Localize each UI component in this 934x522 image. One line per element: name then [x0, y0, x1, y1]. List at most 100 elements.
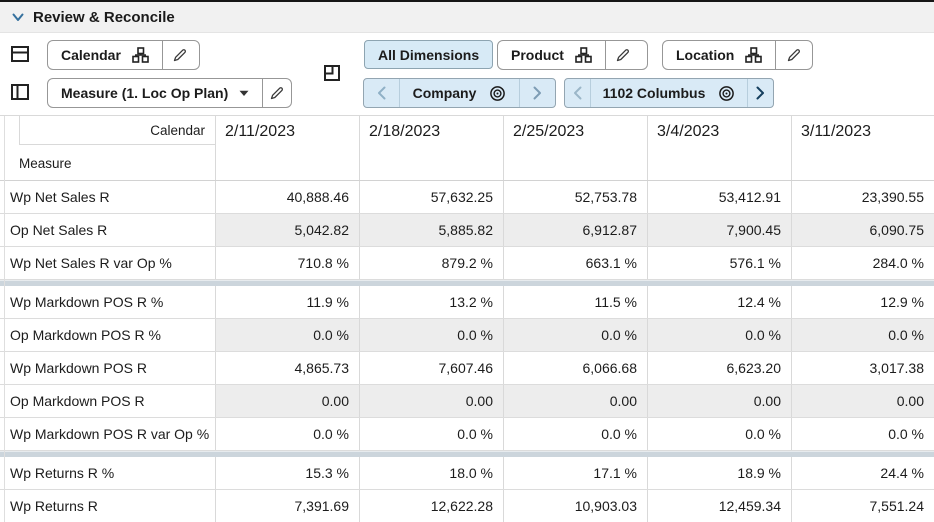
row-label[interactable]: Wp Markdown POS R: [0, 352, 216, 384]
row-label[interactable]: Wp Returns R %: [0, 457, 216, 489]
grid-cell[interactable]: 0.00: [504, 385, 648, 417]
grid-cell[interactable]: 11.9 %: [216, 286, 360, 318]
row-label[interactable]: Wp Markdown POS R %: [0, 286, 216, 318]
row-label[interactable]: Wp Net Sales R: [0, 181, 216, 213]
row-label[interactable]: Op Net Sales R: [0, 214, 216, 246]
measure-tile-label: Measure (1. Loc Op Plan): [61, 85, 229, 101]
grid-cell[interactable]: 7,551.24: [869, 498, 925, 514]
grid-cell[interactable]: 12,622.28: [360, 490, 504, 522]
bullseye-icon[interactable]: [489, 85, 506, 102]
grid-cell[interactable]: 18.9 %: [648, 457, 792, 489]
table-row: Op Net Sales R 5,042.82 5,885.82 6,912.87 7,…: [0, 214, 934, 247]
grid-cell[interactable]: 879.2 %: [360, 247, 504, 279]
grid-cell[interactable]: 15.3 %: [216, 457, 360, 489]
grid-cell[interactable]: 12.4 %: [648, 286, 792, 318]
grid-cell[interactable]: 12.9 %: [880, 294, 924, 310]
product-next-button[interactable]: [520, 79, 555, 107]
product-edit-button[interactable]: [606, 41, 641, 69]
grid-cell[interactable]: 0.0 %: [216, 319, 360, 351]
grid-cell[interactable]: 0.00: [648, 385, 792, 417]
grid-cell[interactable]: 0.0 %: [504, 418, 648, 450]
product-current-member[interactable]: Company: [400, 79, 519, 107]
row-group-separator: [0, 451, 934, 457]
rows-layout-icon[interactable]: [9, 43, 31, 65]
grid-cell[interactable]: 6,090.75: [792, 214, 934, 246]
columns-layout-icon[interactable]: [9, 81, 31, 103]
grid-cell[interactable]: 5,885.82: [360, 214, 504, 246]
header-spacer-cell: [5, 116, 20, 145]
calendar-dimension-tile[interactable]: Calendar: [47, 40, 200, 70]
location-prev-button[interactable]: [565, 79, 590, 107]
row-label[interactable]: Op Markdown POS R %: [0, 319, 216, 351]
grid-cell[interactable]: 7,900.45: [648, 214, 792, 246]
bullseye-icon[interactable]: [718, 85, 735, 102]
location-edit-button[interactable]: [776, 41, 811, 69]
product-member-label: Company: [412, 85, 477, 101]
column-header[interactable]: 3/11/2023: [801, 123, 871, 140]
grid-cell[interactable]: 10,903.03: [504, 490, 648, 522]
grid-cell[interactable]: 663.1 %: [504, 247, 648, 279]
row-label[interactable]: Wp Net Sales R var Op %: [0, 247, 216, 279]
grid-cell[interactable]: 53,412.91: [648, 181, 792, 213]
grid-cell[interactable]: 0.00: [216, 385, 360, 417]
grid-cell[interactable]: 0.0 %: [360, 319, 504, 351]
grid-cell[interactable]: 0.00: [792, 385, 934, 417]
row-label[interactable]: Op Markdown POS R: [0, 385, 216, 417]
row-label[interactable]: Wp Markdown POS R var Op %: [0, 418, 216, 450]
measure-edit-button[interactable]: [263, 79, 291, 107]
column-dimension-label[interactable]: Calendar: [20, 116, 215, 145]
grid-cell[interactable]: 52,753.78: [504, 181, 648, 213]
grid-cell[interactable]: 3,017.38: [869, 360, 925, 376]
measure-dimension-tile[interactable]: Measure (1. Loc Op Plan): [47, 78, 292, 108]
page-layout-icon[interactable]: [321, 62, 343, 84]
grid-cell[interactable]: 40,888.46: [216, 181, 360, 213]
collapse-chevron-down-icon[interactable]: [12, 13, 24, 22]
pivot-grid: Calendar Measure 2/11/2023 2/18/2023 2/25/…: [0, 115, 934, 522]
grid-cell[interactable]: 6,912.87: [504, 214, 648, 246]
grid-cell[interactable]: 18.0 %: [360, 457, 504, 489]
grid-cell[interactable]: 0.0 %: [648, 319, 792, 351]
grid-cell[interactable]: 12,459.34: [648, 490, 792, 522]
grid-cell[interactable]: 710.8 %: [216, 247, 360, 279]
column-header[interactable]: 3/4/2023: [648, 116, 792, 180]
product-prev-button[interactable]: [364, 79, 399, 107]
column-header[interactable]: 2/18/2023: [360, 116, 504, 180]
grid-cell[interactable]: 6,623.20: [648, 352, 792, 384]
grid-cell[interactable]: 13.2 %: [360, 286, 504, 318]
grid-cell[interactable]: 6,066.68: [504, 352, 648, 384]
column-header[interactable]: 2/25/2023: [504, 116, 648, 180]
panel-titlebar: Review & Reconcile: [0, 2, 934, 33]
grid-cell[interactable]: 0.0 %: [792, 319, 934, 351]
grid-cell[interactable]: 576.1 %: [648, 247, 792, 279]
all-dimensions-button[interactable]: All Dimensions: [364, 40, 494, 69]
location-current-member[interactable]: 1102 Columbus: [591, 79, 748, 107]
grid-cell[interactable]: 0.0 %: [888, 426, 924, 442]
chevron-left-icon: [377, 86, 386, 100]
grid-cell[interactable]: 5,042.82: [216, 214, 360, 246]
grid-cell[interactable]: 7,607.46: [360, 352, 504, 384]
grid-cell[interactable]: 7,391.69: [216, 490, 360, 522]
grid-cell[interactable]: 23,390.55: [861, 189, 924, 205]
product-dimension-tile[interactable]: Product: [497, 40, 648, 70]
grid-cell[interactable]: 0.0 %: [360, 418, 504, 450]
grid-cell[interactable]: 57,632.25: [360, 181, 504, 213]
location-member-label: 1102 Columbus: [602, 85, 706, 101]
grid-cell[interactable]: 24.4 %: [880, 465, 924, 481]
grid-cell[interactable]: 284.0 %: [872, 255, 924, 271]
row-dimension-label[interactable]: Measure: [19, 155, 72, 171]
location-next-button[interactable]: [748, 79, 773, 107]
grid-cell[interactable]: 0.0 %: [504, 319, 648, 351]
row-label[interactable]: Wp Returns R: [0, 490, 216, 522]
pencil-icon: [269, 85, 285, 101]
grid-cell[interactable]: 11.5 %: [504, 286, 648, 318]
grid-cell[interactable]: 17.1 %: [504, 457, 648, 489]
calendar-edit-button[interactable]: [163, 41, 198, 69]
table-row: Op Markdown POS R 0.00 0.00 0.00 0.00 0.00: [0, 385, 934, 418]
grid-cell[interactable]: 0.0 %: [648, 418, 792, 450]
grid-cell[interactable]: 0.0 %: [216, 418, 360, 450]
grid-cell[interactable]: 0.00: [360, 385, 504, 417]
pencil-icon: [172, 47, 188, 63]
location-dimension-tile[interactable]: Location: [662, 40, 813, 70]
column-header[interactable]: 2/11/2023: [216, 116, 360, 180]
grid-cell[interactable]: 4,865.73: [216, 352, 360, 384]
